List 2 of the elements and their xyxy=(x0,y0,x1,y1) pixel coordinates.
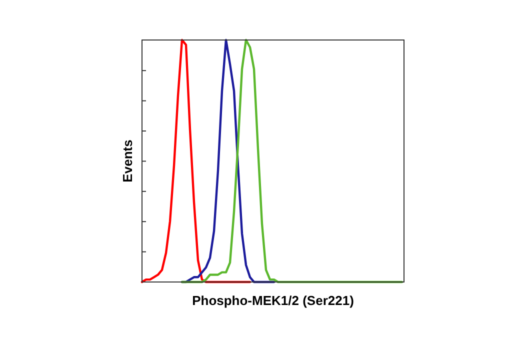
x-axis-title: Phospho-MEK1/2 (Ser221) xyxy=(192,293,354,308)
y-axis-title: Events xyxy=(120,140,135,182)
